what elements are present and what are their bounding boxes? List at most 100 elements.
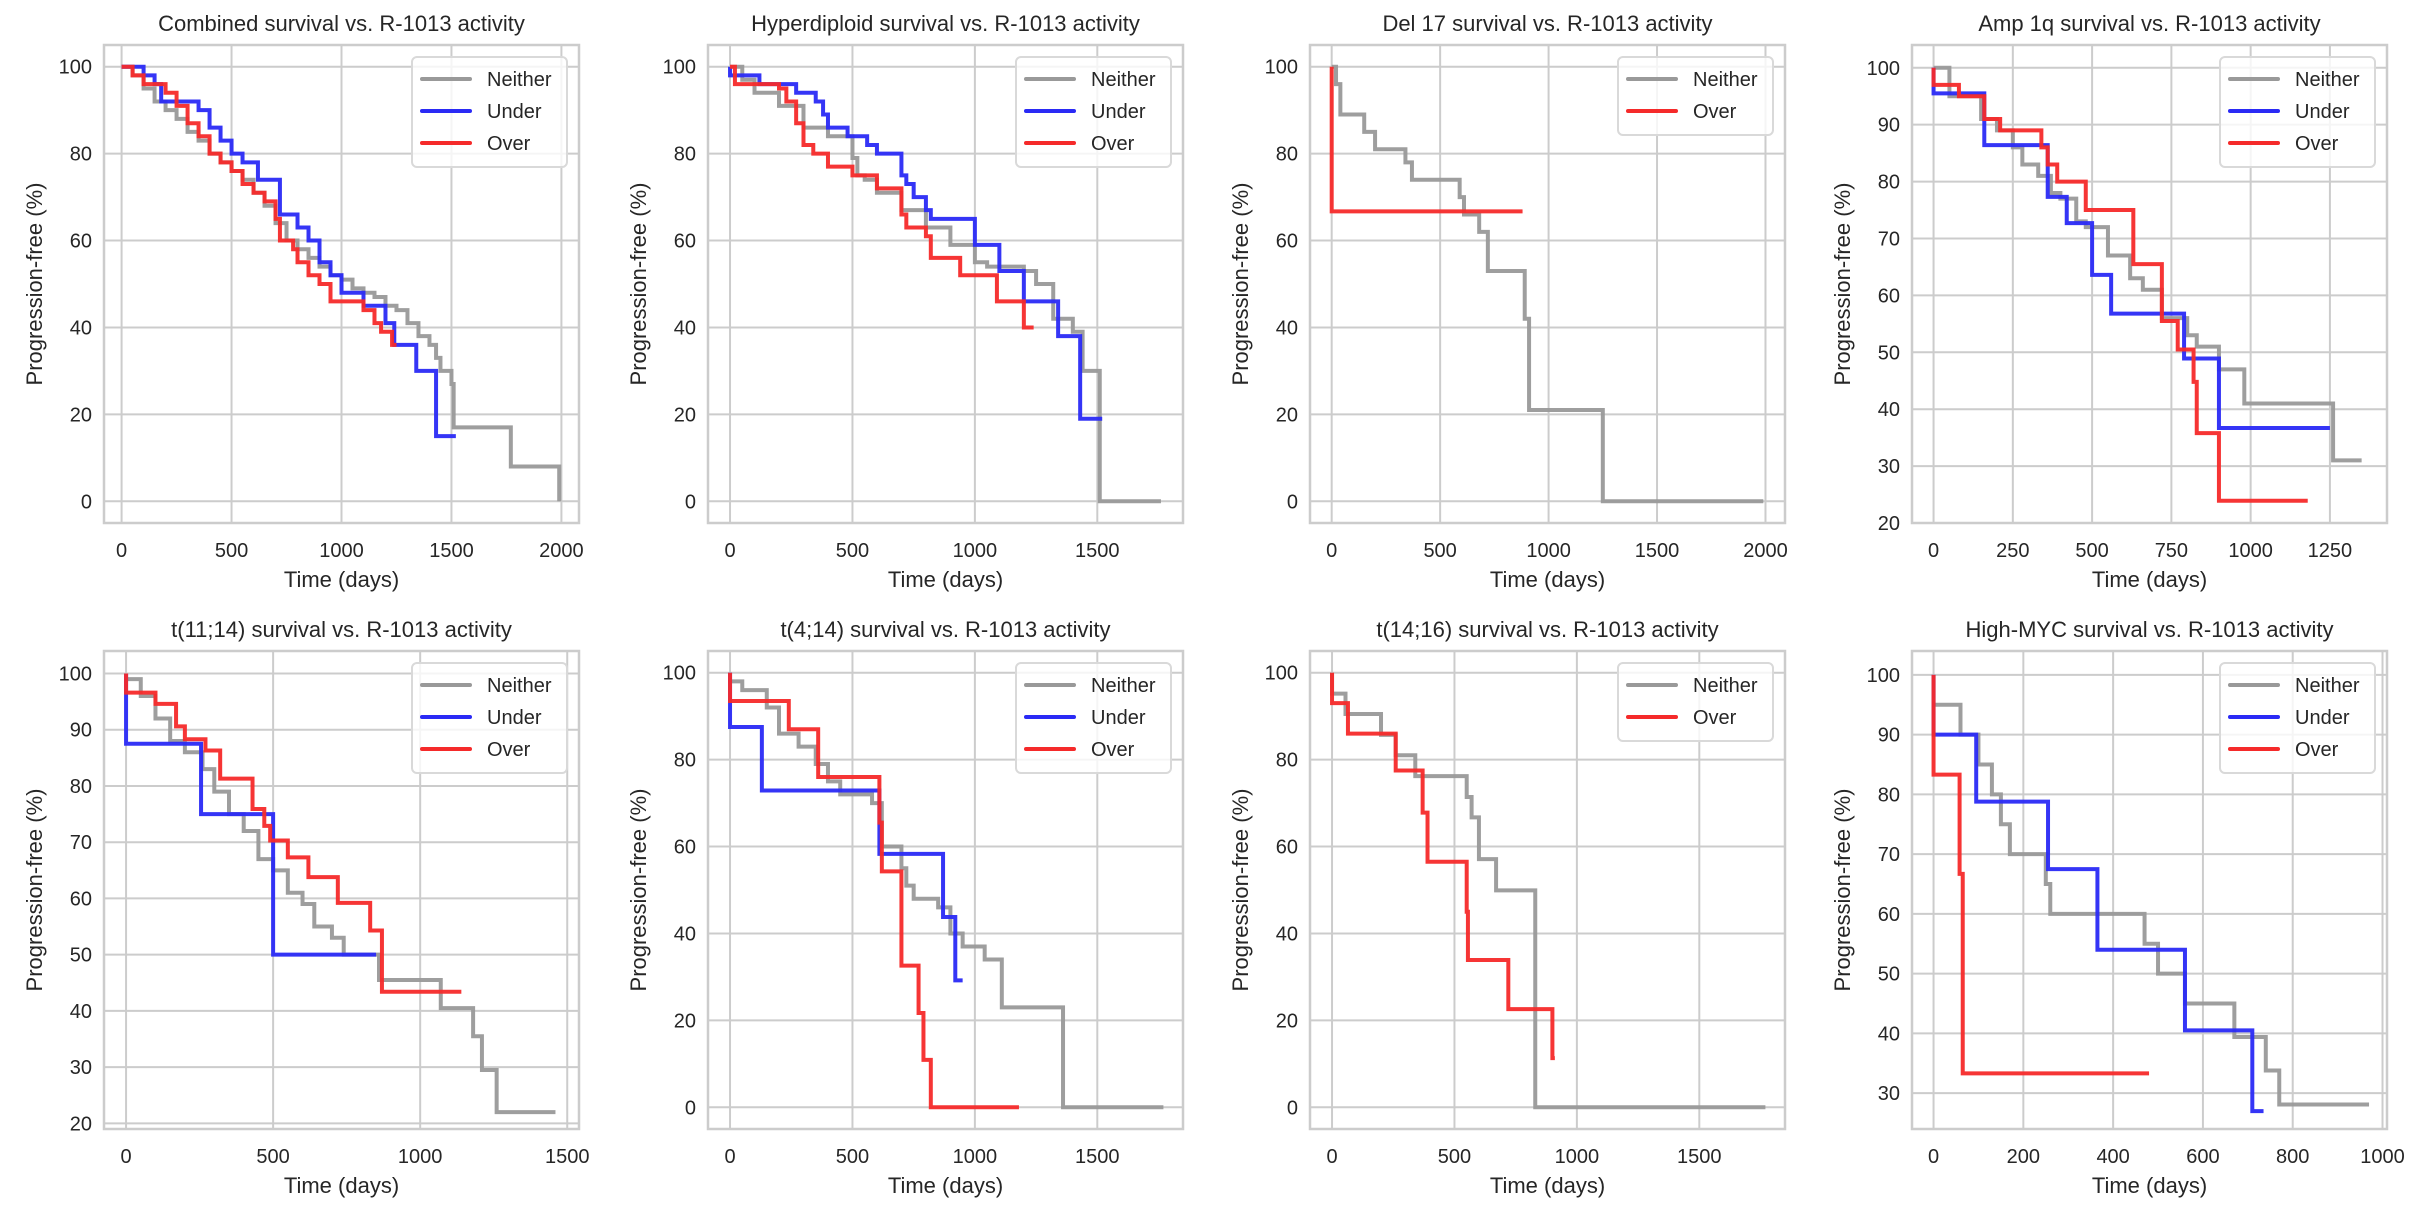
subplot-title: t(14;16) survival vs. R-1013 activity (1376, 617, 1718, 642)
legend-label: Under (487, 101, 542, 123)
y-tick-label: 90 (1878, 115, 1900, 137)
x-axis-label: Time (days) (284, 567, 399, 592)
y-tick-label: 90 (70, 720, 92, 742)
x-tick-label: 200 (2007, 1146, 2040, 1168)
x-tick-label: 1000 (1526, 540, 1571, 562)
y-tick-label: 40 (674, 923, 696, 945)
y-tick-label: 60 (70, 888, 92, 910)
y-tick-label: 70 (1878, 228, 1900, 250)
x-tick-label: 750 (2155, 540, 2188, 562)
y-tick-label: 60 (1878, 285, 1900, 307)
x-tick-label: 1000 (953, 540, 998, 562)
subplot-title: Del 17 survival vs. R-1013 activity (1382, 11, 1712, 36)
y-tick-label: 40 (1276, 317, 1298, 339)
x-axis-label: Time (days) (1490, 1173, 1605, 1198)
x-tick-label: 0 (1928, 540, 1939, 562)
y-tick-label: 100 (1867, 58, 1900, 80)
axes-frame (1308, 649, 1787, 1131)
y-tick-label: 60 (1276, 231, 1298, 253)
series-line-over (1330, 672, 1555, 1061)
y-axis-label: Progression-free (%) (22, 183, 47, 386)
legend-box (411, 56, 568, 168)
subplot-7: 0 500 1000 1500 0 20 40 60 80 100 t(14;16) surviva… (1228, 617, 1787, 1198)
legend: Neither Under Over (2219, 662, 2376, 774)
axes-frame (102, 43, 581, 525)
series-line-under (728, 66, 1103, 421)
subplot-6: 0 500 1000 1500 0 20 40 60 80 100 t(4;14) survival… (626, 617, 1185, 1198)
y-tick-label: 0 (685, 491, 696, 513)
x-tick-label: 1000 (2228, 540, 2273, 562)
x-tick-label: 1250 (2308, 540, 2353, 562)
legend-box (1015, 662, 1172, 774)
legend-box (1617, 662, 1774, 742)
x-axis-label: Time (days) (888, 567, 1003, 592)
y-tick-label: 40 (674, 317, 696, 339)
subplot-2: 0 500 1000 1500 0 20 40 60 80 100 Hyperdiploid sur… (626, 11, 1185, 592)
series-line-neither (1931, 674, 2370, 1107)
y-tick-label: 20 (1276, 404, 1298, 426)
y-tick-label: 40 (1878, 399, 1900, 421)
legend-box (411, 662, 568, 774)
x-tick-label: 1500 (1075, 1146, 1120, 1168)
legend-label: Under (2295, 707, 2350, 729)
y-axis-label: Progression-free (%) (1228, 183, 1253, 386)
y-tick-label: 40 (70, 317, 92, 339)
axes-frame (706, 649, 1185, 1131)
legend: Neither Under Over (2219, 56, 2376, 168)
legend-label: Neither (1091, 69, 1156, 91)
x-tick-label: 0 (724, 1146, 735, 1168)
x-tick-label: 0 (1326, 1146, 1337, 1168)
legend-box (2219, 56, 2376, 168)
y-axis-label: Progression-free (%) (626, 789, 651, 992)
subplot-title: Hyperdiploid survival vs. R-1013 activit… (751, 11, 1140, 36)
x-tick-label: 500 (2075, 540, 2108, 562)
x-tick-label: 0 (120, 1146, 131, 1168)
y-tick-label: 0 (1287, 491, 1298, 513)
y-axis-label: Progression-free (%) (1228, 789, 1253, 992)
y-tick-label: 100 (1867, 665, 1900, 687)
y-tick-label: 70 (70, 832, 92, 854)
x-tick-label: 500 (256, 1146, 289, 1168)
y-tick-label: 40 (70, 1001, 92, 1023)
series-line-under (1931, 674, 2264, 1114)
x-tick-label: 1500 (429, 540, 474, 562)
x-tick-label: 0 (1326, 540, 1337, 562)
series-line-over (1931, 674, 2150, 1076)
y-tick-label: 100 (663, 57, 696, 79)
series-line-over (728, 672, 1019, 1110)
y-tick-label: 80 (1276, 750, 1298, 772)
legend: Neither Under Over (411, 662, 568, 774)
legend-label: Over (1091, 133, 1135, 155)
y-axis-label: Progression-free (%) (22, 789, 47, 992)
y-axis-label: Progression-free (%) (626, 183, 651, 386)
y-tick-label: 20 (70, 404, 92, 426)
x-tick-label: 500 (215, 540, 248, 562)
series-line-under (728, 672, 963, 983)
x-axis-label: Time (days) (1490, 567, 1605, 592)
x-axis-label: Time (days) (888, 1173, 1003, 1198)
x-tick-label: 1500 (1677, 1146, 1722, 1168)
x-tick-label: 500 (1438, 1146, 1471, 1168)
y-tick-label: 70 (1878, 844, 1900, 866)
y-tick-label: 80 (674, 750, 696, 772)
axes-frame (102, 649, 581, 1131)
y-tick-label: 20 (1878, 513, 1900, 535)
legend-label: Over (1693, 101, 1737, 123)
y-tick-label: 50 (1878, 342, 1900, 364)
series-line-under (124, 673, 377, 957)
y-tick-label: 0 (685, 1097, 696, 1119)
y-tick-label: 50 (1878, 964, 1900, 986)
y-tick-label: 30 (1878, 456, 1900, 478)
y-tick-label: 50 (70, 945, 92, 967)
x-tick-label: 1000 (2360, 1146, 2405, 1168)
series-line-over (124, 673, 462, 994)
x-tick-label: 2000 (1743, 540, 1788, 562)
y-tick-label: 80 (1878, 172, 1900, 194)
legend-label: Over (2295, 133, 2339, 155)
y-tick-label: 60 (1878, 904, 1900, 926)
y-tick-label: 80 (1878, 784, 1900, 806)
legend-box (1015, 56, 1172, 168)
x-tick-label: 0 (724, 540, 735, 562)
x-tick-label: 500 (836, 1146, 869, 1168)
y-axis-label: Progression-free (%) (1830, 789, 1855, 992)
